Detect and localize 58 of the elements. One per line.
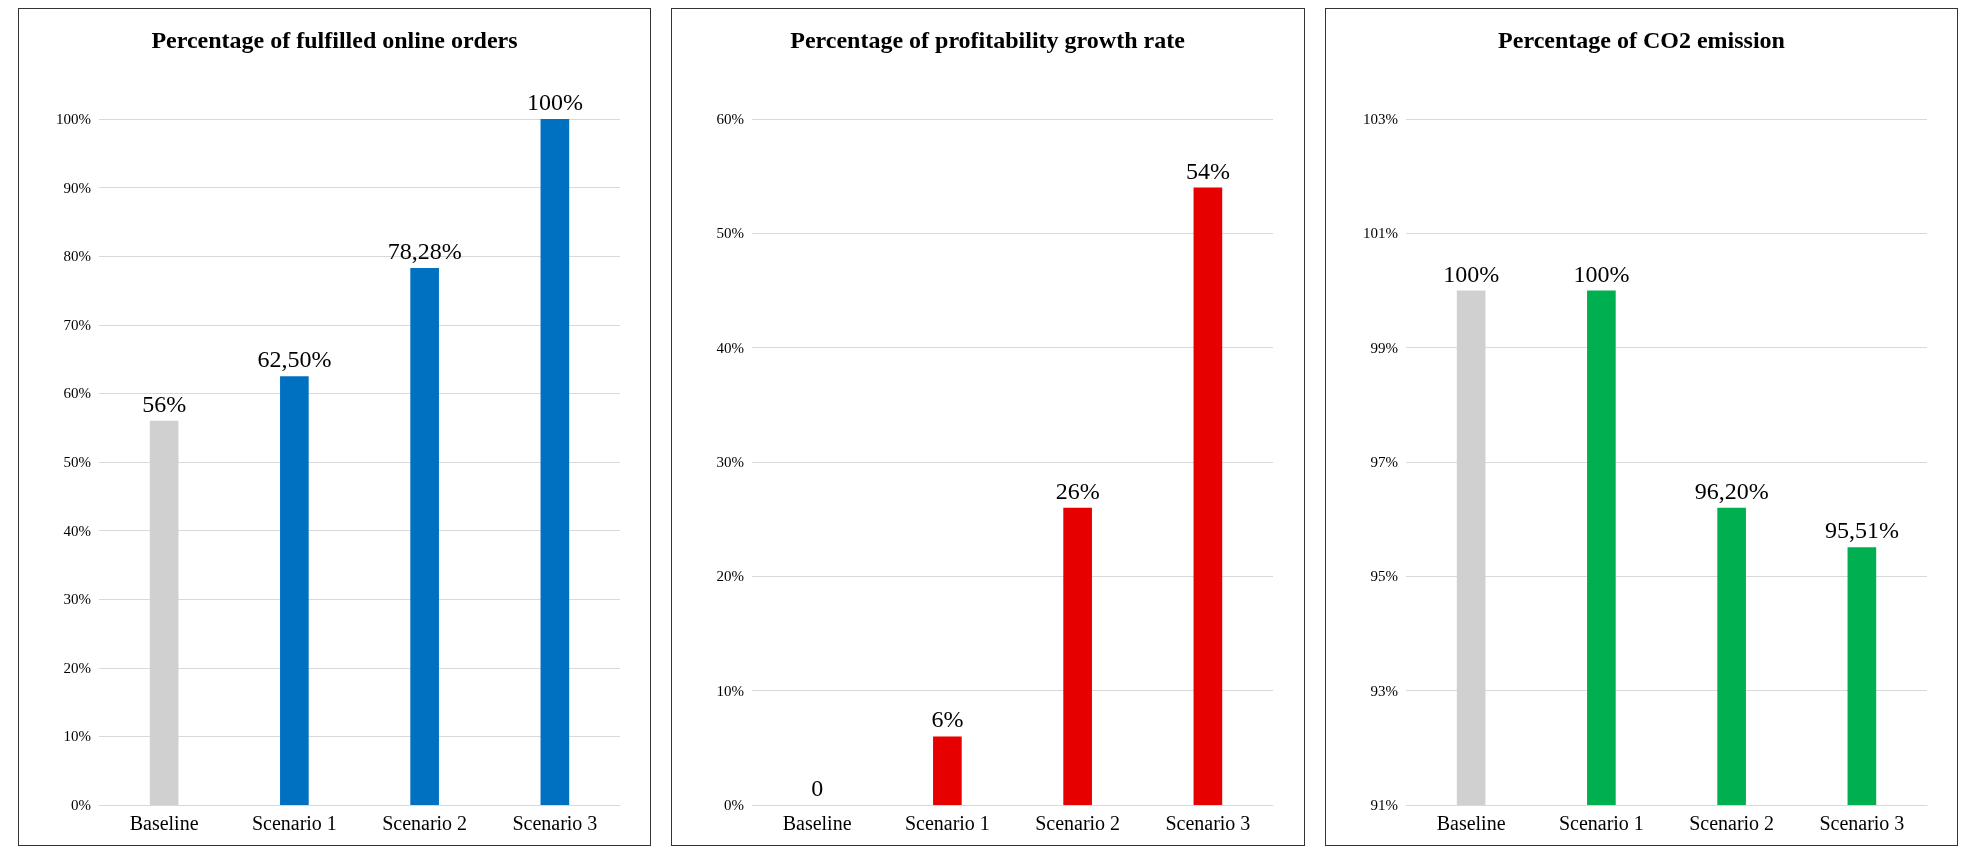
y-tick-label: 70%	[63, 316, 91, 333]
y-tick-label: 103%	[1362, 111, 1398, 127]
y-tick-label: 40%	[716, 339, 745, 356]
y-tick-label: 95%	[1370, 568, 1398, 585]
data-label: 100%	[1573, 260, 1630, 287]
y-tick-label: 10%	[716, 682, 745, 699]
y-tick-label: 20%	[716, 568, 745, 585]
y-tick-label: 80%	[63, 248, 91, 265]
bar	[540, 119, 570, 805]
y-tick-label: 60%	[716, 111, 745, 127]
x-tick-label: Scenario 1	[1558, 812, 1644, 834]
y-tick-label: 30%	[716, 454, 745, 470]
data-label: 100%	[1442, 260, 1499, 287]
y-tick-label: 91%	[1370, 797, 1398, 813]
x-tick-label: Scenario 3	[1165, 812, 1251, 834]
x-tick-label: Baseline	[1436, 812, 1506, 834]
y-tick-label: 20%	[63, 659, 91, 676]
x-tick-label: Baseline	[783, 812, 853, 834]
y-tick-label: 99%	[1370, 339, 1398, 356]
x-tick-label: Scenario 3	[512, 812, 598, 834]
bar	[280, 376, 309, 805]
bar	[933, 736, 963, 805]
chart-title: Percentage of CO2 emission	[1497, 27, 1785, 53]
y-tick-label: 40%	[63, 522, 91, 539]
x-tick-label: Baseline	[129, 812, 199, 834]
data-label: 95,51%	[1824, 517, 1899, 544]
chart-title: Percentage of fulfilled online orders	[151, 27, 518, 53]
x-tick-label: Scenario 3	[1819, 812, 1905, 834]
y-tick-label: 50%	[716, 225, 745, 242]
x-tick-label: Scenario 1	[251, 812, 337, 834]
y-tick-label: 101%	[1362, 225, 1398, 242]
x-tick-label: Scenario 2	[1035, 812, 1121, 834]
x-tick-label: Scenario 1	[905, 812, 991, 834]
data-label: 78,28%	[387, 238, 462, 264]
y-tick-label: 100%	[56, 111, 91, 127]
data-label: 26%	[1055, 477, 1100, 504]
bar	[410, 268, 439, 805]
data-label: 56%	[142, 390, 187, 417]
data-label: 96,20%	[1694, 477, 1769, 504]
y-tick-label: 10%	[63, 728, 91, 745]
bar	[1193, 187, 1223, 805]
bar	[1063, 507, 1093, 805]
y-tick-label: 30%	[63, 591, 91, 608]
y-tick-label: 0%	[724, 797, 745, 813]
y-tick-label: 93%	[1370, 682, 1398, 699]
y-tick-label: 97%	[1370, 454, 1398, 470]
data-label: 62,50%	[257, 346, 332, 373]
data-label: 0	[811, 775, 824, 801]
y-tick-label: 90%	[63, 179, 91, 196]
data-label: 100%	[526, 89, 583, 115]
y-tick-label: 0%	[71, 797, 91, 813]
chart-title: Percentage of profitability growth rate	[790, 27, 1186, 53]
data-label: 6%	[931, 706, 964, 733]
y-tick-label: 50%	[63, 454, 91, 470]
data-label: 54%	[1186, 157, 1231, 184]
y-tick-label: 60%	[63, 385, 91, 402]
x-tick-label: Scenario 2	[1688, 812, 1774, 834]
x-tick-label: Scenario 2	[382, 812, 468, 834]
